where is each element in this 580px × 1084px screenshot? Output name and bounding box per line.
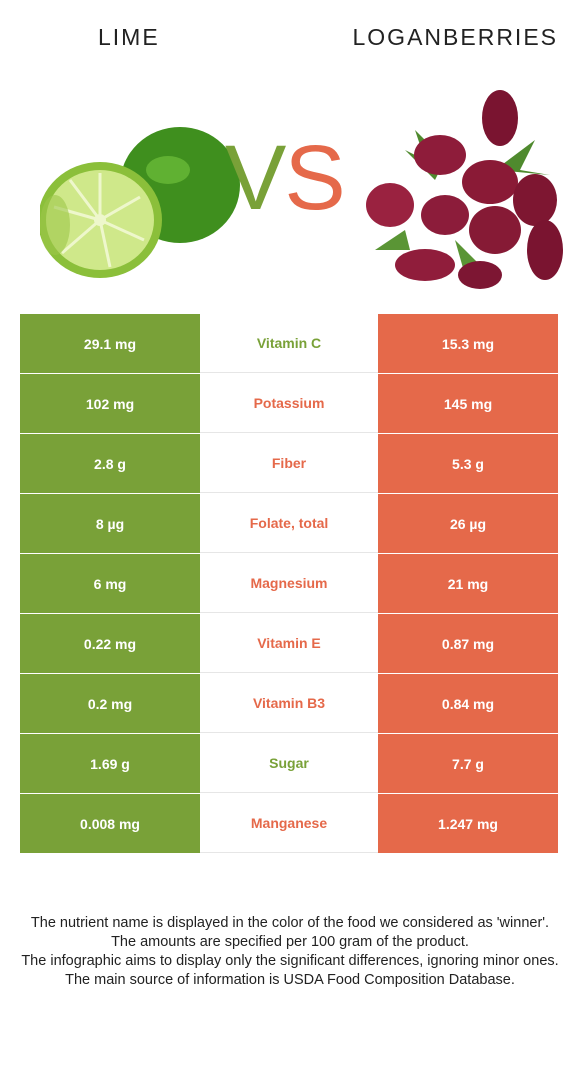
nutrient-name: Magnesium	[200, 554, 378, 613]
loganberries-image	[366, 90, 563, 289]
table-row: 2.8 g Fiber 5.3 g	[20, 434, 558, 494]
left-value: 29.1 mg	[20, 314, 200, 373]
lime-image	[40, 127, 240, 278]
table-row: 1.69 g Sugar 7.7 g	[20, 734, 558, 794]
right-value: 7.7 g	[378, 734, 558, 793]
table-row: 8 µg Folate, total 26 µg	[20, 494, 558, 554]
left-value: 0.2 mg	[20, 674, 200, 733]
right-value: 15.3 mg	[378, 314, 558, 373]
footnotes: The nutrient name is displayed in the co…	[20, 914, 560, 990]
footnote-line: The infographic aims to display only the…	[21, 953, 559, 969]
right-value: 26 µg	[378, 494, 558, 553]
nutrient-name: Manganese	[200, 794, 378, 853]
vs-v: V	[225, 127, 286, 229]
right-value: 0.84 mg	[378, 674, 558, 733]
right-food-title: LOGANBERRIES	[352, 24, 558, 50]
table-row: 0.22 mg Vitamin E 0.87 mg	[20, 614, 558, 674]
left-value: 102 mg	[20, 374, 200, 433]
nutrient-name: Vitamin E	[200, 614, 378, 673]
right-value: 5.3 g	[378, 434, 558, 493]
left-value: 0.008 mg	[20, 794, 200, 853]
nutrient-name: Folate, total	[200, 494, 378, 553]
nutrient-name: Vitamin C	[200, 314, 378, 373]
vs-s: S	[284, 127, 345, 229]
left-value: 6 mg	[20, 554, 200, 613]
nutrient-name: Vitamin B3	[200, 674, 378, 733]
left-value: 0.22 mg	[20, 614, 200, 673]
table-row: 0.008 mg Manganese 1.247 mg	[20, 794, 558, 854]
table-row: 6 mg Magnesium 21 mg	[20, 554, 558, 614]
hero-images: VS	[0, 85, 580, 295]
right-value: 1.247 mg	[378, 794, 558, 853]
table-row: 0.2 mg Vitamin B3 0.84 mg	[20, 674, 558, 734]
table-row: 29.1 mg Vitamin C 15.3 mg	[20, 314, 558, 374]
right-value: 21 mg	[378, 554, 558, 613]
footnote-line: The nutrient name is displayed in the co…	[30, 915, 550, 931]
footnote-line: The amounts are specified per 100 gram o…	[111, 934, 469, 950]
left-value: 1.69 g	[20, 734, 200, 793]
right-value: 145 mg	[378, 374, 558, 433]
left-food-title: LIME	[98, 24, 160, 50]
left-value: 2.8 g	[20, 434, 200, 493]
nutrient-name: Potassium	[200, 374, 378, 433]
nutrient-name: Sugar	[200, 734, 378, 793]
vs-label: VS	[225, 132, 346, 224]
nutrient-name: Fiber	[200, 434, 378, 493]
left-value: 8 µg	[20, 494, 200, 553]
table-row: 102 mg Potassium 145 mg	[20, 374, 558, 434]
right-value: 0.87 mg	[378, 614, 558, 673]
comparison-table: 29.1 mg Vitamin C 15.3 mg 102 mg Potassi…	[20, 314, 558, 854]
footnote-line: The main source of information is USDA F…	[65, 972, 515, 988]
